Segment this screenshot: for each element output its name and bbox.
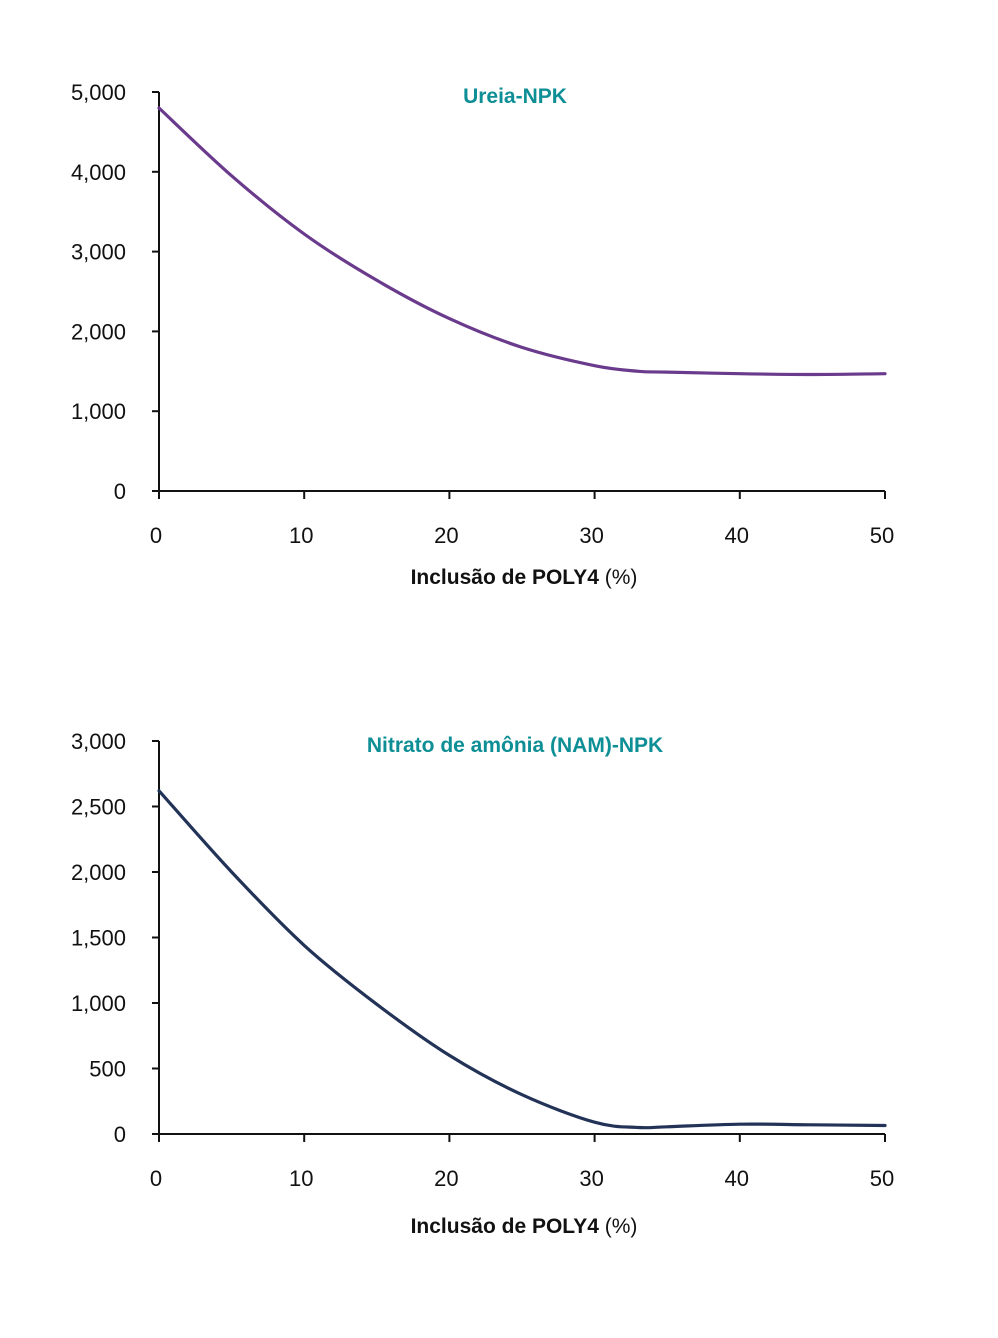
bottom-y-tick-label: 0 bbox=[114, 1122, 126, 1147]
top-series-line bbox=[157, 106, 887, 377]
bottom-x-axis-label-text: Inclusão de POLY4 bbox=[411, 1215, 600, 1238]
bottom-series-line bbox=[157, 789, 887, 1130]
top-x-tick-label: 40 bbox=[725, 523, 749, 548]
bottom-x-tick-label: 0 bbox=[150, 1166, 162, 1191]
bottom-x-tick-label: 10 bbox=[289, 1166, 313, 1191]
top-x-axis-label-text: Inclusão de POLY4 bbox=[411, 566, 600, 589]
bottom-x-tick-label: 20 bbox=[434, 1166, 458, 1191]
top-x-tick-label: 10 bbox=[289, 523, 313, 548]
top-chart: 0 1,000 2,000 3,000 4,000 5,000 0 10 20 30 40 50 Ure… bbox=[71, 80, 894, 589]
bottom-x-axis-label-unit: (%) bbox=[599, 1215, 638, 1238]
bottom-y-tick-label: 1,500 bbox=[71, 926, 126, 951]
bottom-x-axis-label: Inclusão de POLY4 (%) bbox=[411, 1215, 638, 1238]
top-y-tick-label: 4,000 bbox=[71, 160, 126, 185]
top-x-axis-label-unit: (%) bbox=[599, 566, 638, 589]
top-x-axis-label: Inclusão de POLY4 (%) bbox=[411, 566, 638, 589]
bottom-x-tick-label: 30 bbox=[579, 1166, 603, 1191]
bottom-y-tick-label: 2,000 bbox=[71, 860, 126, 885]
top-x-tick-label: 0 bbox=[150, 523, 162, 548]
top-y-tick-label: 5,000 bbox=[71, 80, 126, 105]
top-y-tick-label: 2,000 bbox=[71, 319, 126, 344]
bottom-x-tick-label: 40 bbox=[725, 1166, 749, 1191]
bottom-y-tick-label: 3,000 bbox=[71, 729, 126, 754]
bottom-chart-title: Nitrato de amônia (NAM)-NPK bbox=[367, 734, 663, 757]
top-y-tick-label: 0 bbox=[114, 479, 126, 504]
bottom-y-tick-label: 1,000 bbox=[71, 991, 126, 1016]
top-x-tick-label: 30 bbox=[579, 523, 603, 548]
top-x-tick-label: 50 bbox=[870, 523, 894, 548]
top-y-tick-label: 1,000 bbox=[71, 399, 126, 424]
top-chart-title: Ureia-NPK bbox=[463, 85, 567, 108]
bottom-chart: 0 500 1,000 1,500 2,000 2,500 3,000 0 10 20 30 40 50… bbox=[71, 729, 894, 1238]
bottom-y-tick-label: 2,500 bbox=[71, 795, 126, 820]
bottom-y-tick-label: 500 bbox=[89, 1057, 126, 1082]
bottom-x-tick-label: 50 bbox=[870, 1166, 894, 1191]
top-x-tick-label: 20 bbox=[434, 523, 458, 548]
top-y-tick-label: 3,000 bbox=[71, 240, 126, 265]
